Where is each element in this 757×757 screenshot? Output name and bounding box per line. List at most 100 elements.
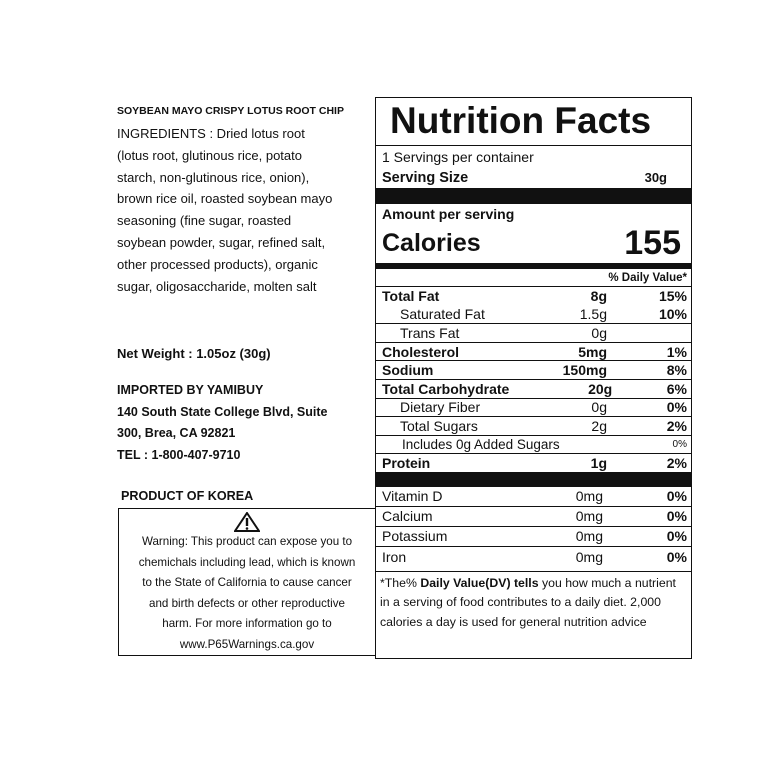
origin: PRODUCT OF KOREA xyxy=(121,489,254,503)
nutrient-amount: 20g xyxy=(588,380,613,397)
nutrient-name: Saturated Fat xyxy=(400,306,485,323)
vitamin-row: Calcium 0mg 0% xyxy=(376,507,691,527)
text-line: other processed products), organic xyxy=(117,256,318,272)
text-line: sugar, oligosaccharide, molten salt xyxy=(117,278,317,294)
footnote-pre: *The% xyxy=(380,575,421,590)
serving-size-label: Serving Size xyxy=(382,169,469,186)
text-line: 140 South State College Blvd, Suite xyxy=(117,404,328,419)
nutrient-row: Includes 0g Added Sugars 0% xyxy=(376,436,691,455)
amount-label: Amount per serving xyxy=(382,206,515,222)
nutrient-row: Cholesterol 5mg 1% xyxy=(376,343,691,362)
nutrient-dv: 0% xyxy=(672,439,687,451)
nutrient-row: Total Sugars 2g 2% xyxy=(376,417,691,436)
nutrient-dv: 1% xyxy=(666,343,687,360)
nutrient-name: Total Carbohydrate xyxy=(382,380,510,397)
text-line: TEL : 1-800-407-9710 xyxy=(117,447,241,462)
servings-per-container: 1 Servings per container xyxy=(382,148,534,165)
text-line: brown rice oil, roasted soybean mayo xyxy=(117,191,333,207)
nutrient-name: Protein xyxy=(382,455,431,472)
divider xyxy=(376,567,691,572)
vitamin-amount: 0mg xyxy=(575,528,603,545)
nutrient-name: Includes 0g Added Sugars xyxy=(402,437,560,453)
nutrient-name: Trans Fat xyxy=(400,324,460,341)
nutrient-amount: 150mg xyxy=(562,362,607,379)
nutrient-dv: 6% xyxy=(666,380,687,397)
vitamin-amount: 0mg xyxy=(575,488,603,505)
dv-header: % Daily Value* xyxy=(376,269,691,287)
footnote-bold: Daily Value(DV) tells xyxy=(420,575,539,590)
text-line: to the State of California to cause canc… xyxy=(142,576,352,589)
divider xyxy=(376,472,691,487)
serving-size-value: 30g xyxy=(644,170,667,185)
serving-size-row: Serving Size 30g xyxy=(376,167,691,188)
nutrient-list: Total Fat 8g 15% Saturated Fat 1.5g 10% Trans … xyxy=(376,287,691,473)
text-line: www.P65Warnings.ca.gov xyxy=(179,637,315,651)
nutrient-amount: 1.5g xyxy=(579,306,607,323)
importer-info: IMPORTED BY YAMIBUY 140 South State Colle… xyxy=(117,380,372,466)
vitamin-row: Vitamin D 0mg 0% xyxy=(376,487,691,507)
nutrition-facts-panel: Nutrition Facts 1 Servings per container… xyxy=(375,97,692,659)
ingredients-text: INGREDIENTS : Dried lotus root (lotus roo… xyxy=(117,123,372,297)
nutrient-amount: 0g xyxy=(591,399,607,416)
nutrient-row: Saturated Fat 1.5g 10% xyxy=(376,306,691,325)
warning-triangle-icon xyxy=(234,512,260,532)
text-line: and birth defects or other reproductive xyxy=(149,596,345,610)
net-weight: Net Weight : 1.05oz (30g) xyxy=(117,346,271,361)
vitamin-dv: 0% xyxy=(666,508,687,525)
text-line: chemichals including lead, which is know… xyxy=(138,555,356,569)
dv-header-label: % Daily Value* xyxy=(608,271,687,284)
product-name: SOYBEAN MAYO CRISPY LOTUS ROOT CHIP xyxy=(117,105,344,117)
divider xyxy=(376,263,691,269)
text-line: harm. For more information go to xyxy=(162,617,332,630)
nutrient-amount: 5mg xyxy=(578,343,607,360)
vitamin-amount: 0mg xyxy=(575,508,603,525)
text-line: Warning: This product can expose you to xyxy=(141,535,353,548)
vitamin-list: Vitamin D 0mg 0% Calcium 0mg 0% Potassium 0mg 0%… xyxy=(376,487,691,567)
footnote: *The% Daily Value(DV) tells you how much… xyxy=(376,572,691,635)
text-line: soybean powder, sugar, refined salt, xyxy=(117,234,326,250)
text-line: seasoning (fine sugar, roasted xyxy=(117,213,292,229)
vitamin-amount: 0mg xyxy=(575,548,603,565)
nutrient-amount: 1g xyxy=(590,455,607,472)
nutrient-row: Trans Fat 0g xyxy=(376,324,691,343)
vitamin-name: Vitamin D xyxy=(382,488,443,505)
nutrient-name: Dietary Fiber xyxy=(400,399,481,416)
nutrient-dv: 10% xyxy=(658,306,687,323)
ingredients-block: SOYBEAN MAYO CRISPY LOTUS ROOT CHIP INGR… xyxy=(117,105,372,297)
vitamin-row: Iron 0mg 0% xyxy=(376,547,691,567)
nutrient-row: Total Carbohydrate 20g 6% xyxy=(376,380,691,399)
vitamin-row: Potassium 0mg 0% xyxy=(376,527,691,547)
nutrient-dv: 2% xyxy=(666,455,687,472)
vitamin-dv: 0% xyxy=(666,528,687,545)
nutrient-row: Dietary Fiber 0g 0% xyxy=(376,399,691,418)
vitamin-name: Iron xyxy=(382,548,407,565)
text-line: IMPORTED BY YAMIBUY xyxy=(117,383,264,397)
text-line: (lotus root, glutinous rice, potato xyxy=(117,147,302,163)
calories-value: 155 xyxy=(624,224,681,262)
nutrient-amount: 0g xyxy=(591,324,607,341)
nutrient-dv: 0% xyxy=(666,399,687,416)
servings-row: 1 Servings per container xyxy=(376,146,691,167)
calories-row: Calories 155 xyxy=(376,224,691,263)
footnote-post: you how much a nutrient in a serving of … xyxy=(380,575,676,629)
nutrient-name: Total Fat xyxy=(382,288,440,305)
vitamin-dv: 0% xyxy=(666,488,687,505)
vitamin-dv: 0% xyxy=(666,548,687,565)
divider xyxy=(376,188,691,204)
prop65-warning: Warning: This product can expose you to c… xyxy=(118,508,376,656)
text-line: starch, non-glutinous rice, onion), xyxy=(117,169,310,185)
text-line: 300, Brea, CA 92821 xyxy=(117,426,236,440)
vitamin-name: Calcium xyxy=(382,508,433,525)
nutrition-title: Nutrition Facts xyxy=(376,98,691,146)
nutrient-dv: 2% xyxy=(666,417,687,434)
nutrient-row: Protein 1g 2% xyxy=(376,454,691,473)
nutrient-row: Total Fat 8g 15% xyxy=(376,287,691,306)
text-line: INGREDIENTS : Dried lotus root xyxy=(117,126,305,141)
vitamin-name: Potassium xyxy=(382,528,448,545)
nutrient-name: Sodium xyxy=(382,362,434,379)
nutrient-dv: 15% xyxy=(658,288,687,305)
nutrient-name: Cholesterol xyxy=(382,343,460,360)
nutrient-amount: 8g xyxy=(590,288,607,305)
nutrient-name: Total Sugars xyxy=(400,417,478,434)
nutrient-amount: 2g xyxy=(591,417,607,434)
